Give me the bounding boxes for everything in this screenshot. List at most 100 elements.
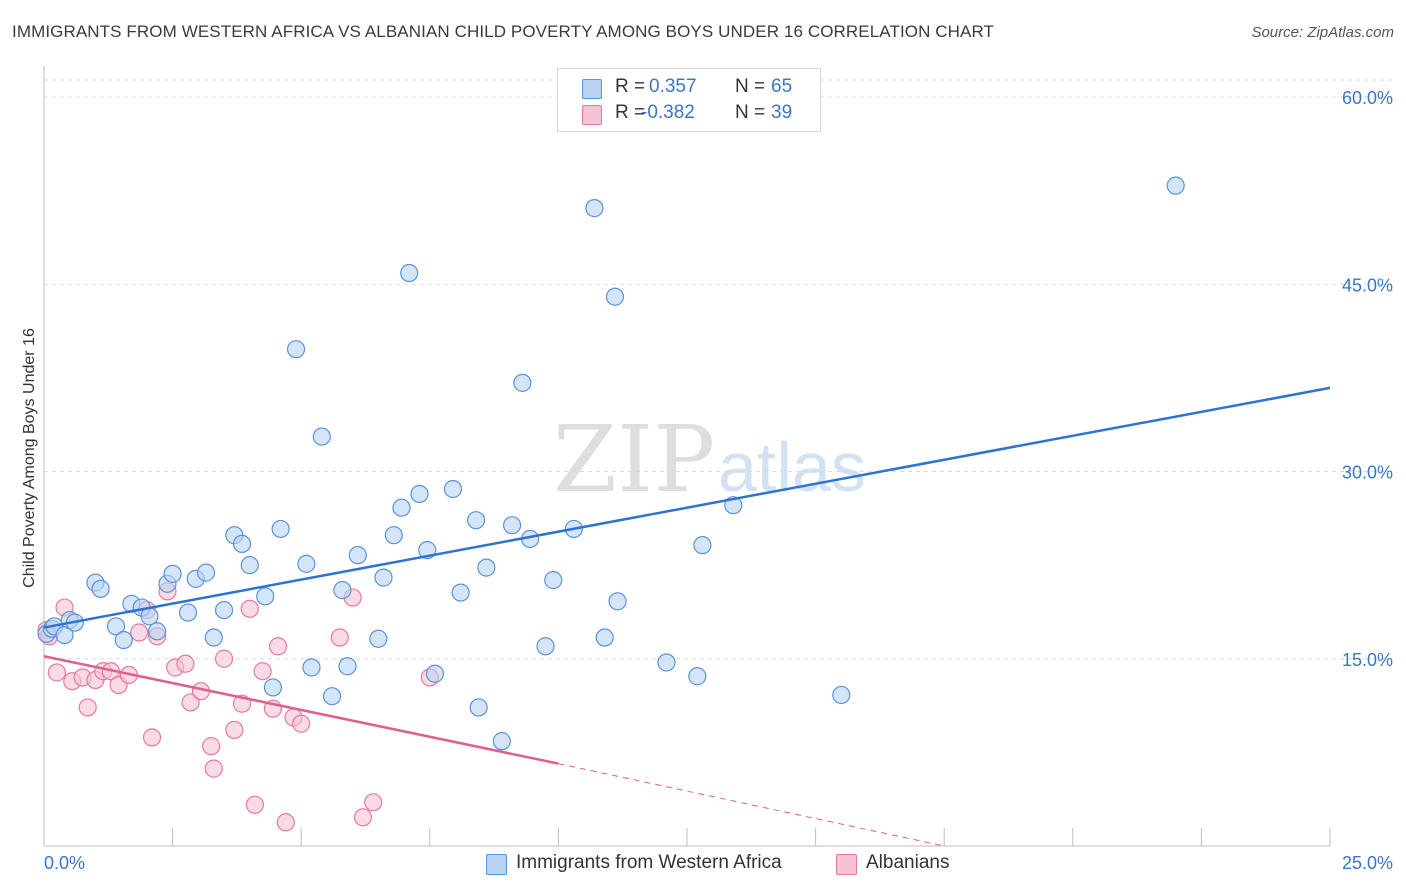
axes: [43, 66, 1331, 847]
correlation-stats-box: R = 0.357 N = 65 R = -0.382 N = 39: [557, 68, 821, 132]
data-point: [148, 622, 167, 641]
data-point: [204, 759, 223, 778]
trend-line-western-africa: [43, 386, 1331, 629]
data-point: [657, 653, 676, 672]
data-point: [369, 629, 388, 648]
data-point: [338, 657, 357, 676]
watermark-zip: ZIP: [553, 406, 715, 513]
data-point: [196, 563, 216, 582]
data-point: [130, 623, 149, 642]
legend-label: Albanians: [866, 852, 950, 873]
data-point: [425, 664, 445, 683]
legend-swatch-pink: [836, 854, 857, 875]
data-point: [214, 600, 234, 620]
data-point: [253, 662, 272, 681]
data-point: [256, 587, 275, 606]
data-point: [240, 599, 259, 618]
data-point: [595, 628, 614, 647]
data-point: [140, 607, 159, 626]
data-point: [492, 732, 511, 751]
trend-line-albanians: [43, 655, 559, 765]
stats-r-label: R =: [615, 102, 646, 123]
data-point: [1166, 176, 1185, 195]
data-point: [245, 795, 265, 814]
data-point: [544, 571, 563, 590]
data-point: [392, 498, 411, 517]
data-point: [466, 511, 486, 530]
stats-r-value: 0.357: [649, 76, 697, 97]
data-point: [333, 580, 352, 600]
data-point: [832, 685, 851, 705]
data-point: [443, 479, 463, 499]
data-point: [605, 287, 625, 306]
trend-lines: [43, 386, 1331, 847]
x-tick-label: 25.0%: [1342, 853, 1393, 873]
data-point: [286, 340, 306, 359]
chart-title: IMMIGRANTS FROM WESTERN AFRICA VS ALBANI…: [12, 22, 995, 41]
data-point: [202, 737, 221, 756]
watermark-atlas: atlas: [718, 428, 866, 506]
data-point: [78, 698, 97, 717]
data-point: [271, 519, 290, 539]
legend: Immigrants from Western Africa Albanians: [0, 851, 1406, 877]
data-point: [688, 667, 707, 686]
chart-source: Source: ZipAtlas.com: [1251, 24, 1394, 41]
data-point: [410, 484, 429, 504]
data-point: [693, 536, 712, 555]
data-point: [204, 628, 223, 647]
stats-n-label: N =: [735, 76, 766, 97]
data-point: [477, 558, 496, 577]
data-point: [384, 526, 403, 545]
data-point: [276, 813, 295, 832]
data-point: [163, 564, 182, 583]
stats-swatch-pink: [582, 105, 602, 125]
data-point: [469, 698, 488, 717]
data-point: [178, 603, 198, 622]
data-point: [225, 720, 244, 740]
data-point: [91, 579, 110, 598]
data-point: [302, 658, 321, 677]
stats-n-value: 65: [771, 76, 793, 97]
data-point: [608, 592, 627, 611]
data-point: [240, 556, 259, 575]
data-point: [364, 793, 383, 812]
y-tick-label: 15.0%: [1342, 650, 1393, 670]
data-point: [585, 199, 604, 218]
data-point: [268, 637, 288, 656]
data-point: [297, 554, 316, 573]
data-point: [142, 728, 162, 747]
watermark: ZIP atlas: [553, 406, 866, 513]
y-tick-label: 60.0%: [1342, 88, 1393, 108]
data-point: [312, 427, 331, 446]
data-point: [348, 546, 367, 565]
x-tick-label: 0.0%: [44, 853, 85, 873]
y-tick-label: 30.0%: [1342, 463, 1393, 483]
data-point: [503, 516, 522, 535]
data-point: [181, 693, 200, 712]
data-point: [451, 583, 470, 602]
legend-swatch-blue: [486, 854, 507, 875]
stats-r-label: R =: [615, 76, 646, 97]
stats-n-label: N =: [735, 102, 766, 123]
data-point: [322, 687, 342, 706]
stats-r-value: -0.382: [641, 102, 695, 123]
trend-line-albanians-extension: [558, 763, 945, 847]
series-albanians-points: [37, 582, 439, 832]
stats-n-value: 39: [771, 102, 793, 123]
data-point: [106, 617, 126, 636]
data-point: [47, 663, 66, 682]
x-tick-labels: 0.0% 25.0%: [44, 853, 1393, 873]
series-western-africa-points: [37, 176, 1185, 751]
data-point: [292, 714, 311, 733]
data-point: [536, 637, 555, 656]
data-point: [374, 568, 393, 587]
data-point: [353, 808, 373, 827]
stats-swatch-blue: [582, 79, 602, 99]
y-tick-label: 45.0%: [1342, 275, 1393, 295]
data-point: [232, 534, 252, 554]
data-point: [263, 678, 283, 697]
data-point: [114, 630, 133, 650]
legend-label: Immigrants from Western Africa: [516, 852, 782, 873]
data-point: [513, 373, 532, 392]
y-tick-labels: 15.0% 30.0% 45.0% 60.0%: [1342, 88, 1393, 670]
